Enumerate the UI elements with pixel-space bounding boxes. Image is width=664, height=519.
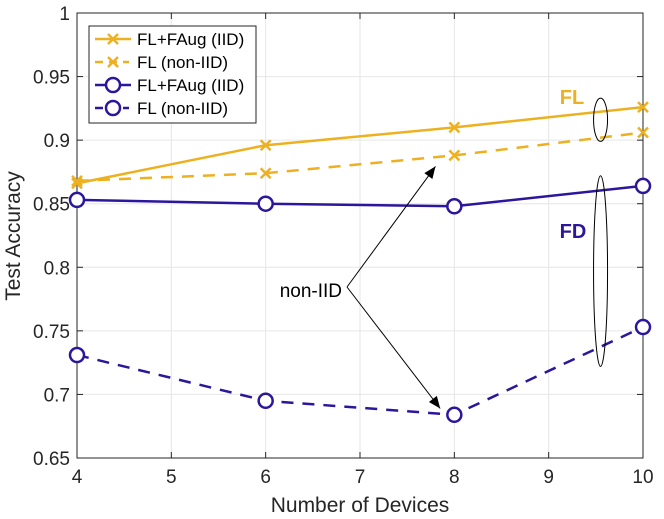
legend-label: FL+FAug (IID) — [137, 30, 244, 49]
legend-item: FL (non-IID) — [95, 53, 228, 72]
y-tick-label: 0.9 — [44, 131, 70, 152]
group-ellipse-fd — [593, 175, 609, 367]
series-line — [76, 131, 644, 183]
annotation-non-iid-label: non-IID — [280, 281, 342, 302]
x-tick-label: 9 — [543, 467, 554, 488]
annotation-arrow-line — [346, 166, 436, 288]
y-tick-label: 0.65 — [33, 449, 70, 470]
series-line — [76, 184, 644, 208]
group-label-fl: FL — [560, 87, 584, 109]
data-point-x-marker — [259, 167, 272, 180]
group-label-fd: FD — [560, 221, 587, 243]
legend-x-marker — [107, 33, 119, 45]
legend-label: FL (non-IID) — [137, 99, 228, 118]
y-tick-label: 1 — [59, 4, 70, 25]
marker-stroke — [637, 101, 649, 113]
data-point-x-marker — [259, 139, 272, 152]
data-point-circle-marker — [68, 346, 86, 364]
legend-label: FL (non-IID) — [137, 53, 228, 72]
data-point-circle-marker — [446, 406, 463, 424]
data-point-x-marker — [637, 126, 649, 139]
y-axis-label: Test Accuracy — [2, 171, 25, 301]
series-fl-non-iid — [71, 126, 649, 187]
series-line — [76, 325, 644, 417]
marker-stroke — [259, 139, 272, 152]
legend-circle-marker — [104, 99, 122, 117]
annotation-arrow-line — [346, 286, 441, 409]
legend-item: FL+FAug (IID) — [95, 30, 244, 49]
annotation-arrowhead — [428, 395, 441, 409]
data-point-x-marker — [637, 101, 649, 113]
x-tick-label: 7 — [355, 467, 366, 488]
y-tick-label: 0.75 — [33, 322, 70, 343]
group-ellipse-fl — [593, 97, 609, 142]
grid — [76, 12, 644, 459]
x-tick-label: 10 — [632, 467, 653, 488]
marker-stroke — [448, 121, 461, 134]
marker-stroke — [448, 149, 461, 162]
legend-item: FL+FAug (IID) — [95, 76, 244, 95]
series-group — [68, 101, 652, 424]
data-point-circle-marker — [634, 177, 652, 195]
x-tick-label: 5 — [166, 467, 177, 488]
data-point-x-marker — [448, 149, 461, 162]
legend-x-marker — [107, 56, 119, 68]
x-tick-label: 4 — [72, 467, 83, 488]
marker-stroke — [71, 174, 83, 187]
series-line — [76, 105, 644, 185]
data-point-x-marker — [448, 121, 461, 134]
marker-stroke — [259, 167, 272, 180]
annotations: non-IID FL FD — [280, 87, 609, 409]
data-point-circle-marker — [68, 191, 86, 209]
y-tick-label: 0.95 — [33, 68, 70, 89]
x-tick-label: 8 — [449, 467, 460, 488]
series-fd-iid — [68, 177, 652, 215]
data-point-circle-marker — [257, 195, 274, 212]
annotation-arrowhead — [424, 166, 436, 180]
data-point-circle-marker — [446, 198, 463, 215]
legend: FL+FAug (IID) FL (non-IID) FL+FAug (IID) FL… — [88, 25, 257, 124]
x-axis-label: Number of Devices — [271, 494, 450, 517]
legend-item: FL (non-IID) — [95, 99, 228, 118]
marker-stroke — [637, 126, 649, 139]
x-tick-label: 6 — [260, 467, 271, 488]
y-tick-label: 0.85 — [33, 195, 70, 216]
y-tick-label: 0.8 — [44, 258, 70, 279]
series-fd-non-iid — [68, 318, 652, 424]
y-tick-label: 0.7 — [44, 385, 70, 406]
legend-label: FL+FAug (IID) — [137, 76, 244, 95]
data-point-circle-marker — [634, 318, 652, 336]
data-point-x-marker — [71, 174, 83, 187]
data-point-circle-marker — [257, 392, 274, 410]
legend-circle-marker — [104, 76, 122, 94]
tick-labels: 4 5 6 7 8 9 10 0.65 0.7 0.75 0.8 0.85 0.9 0.95 1 — [33, 4, 654, 488]
